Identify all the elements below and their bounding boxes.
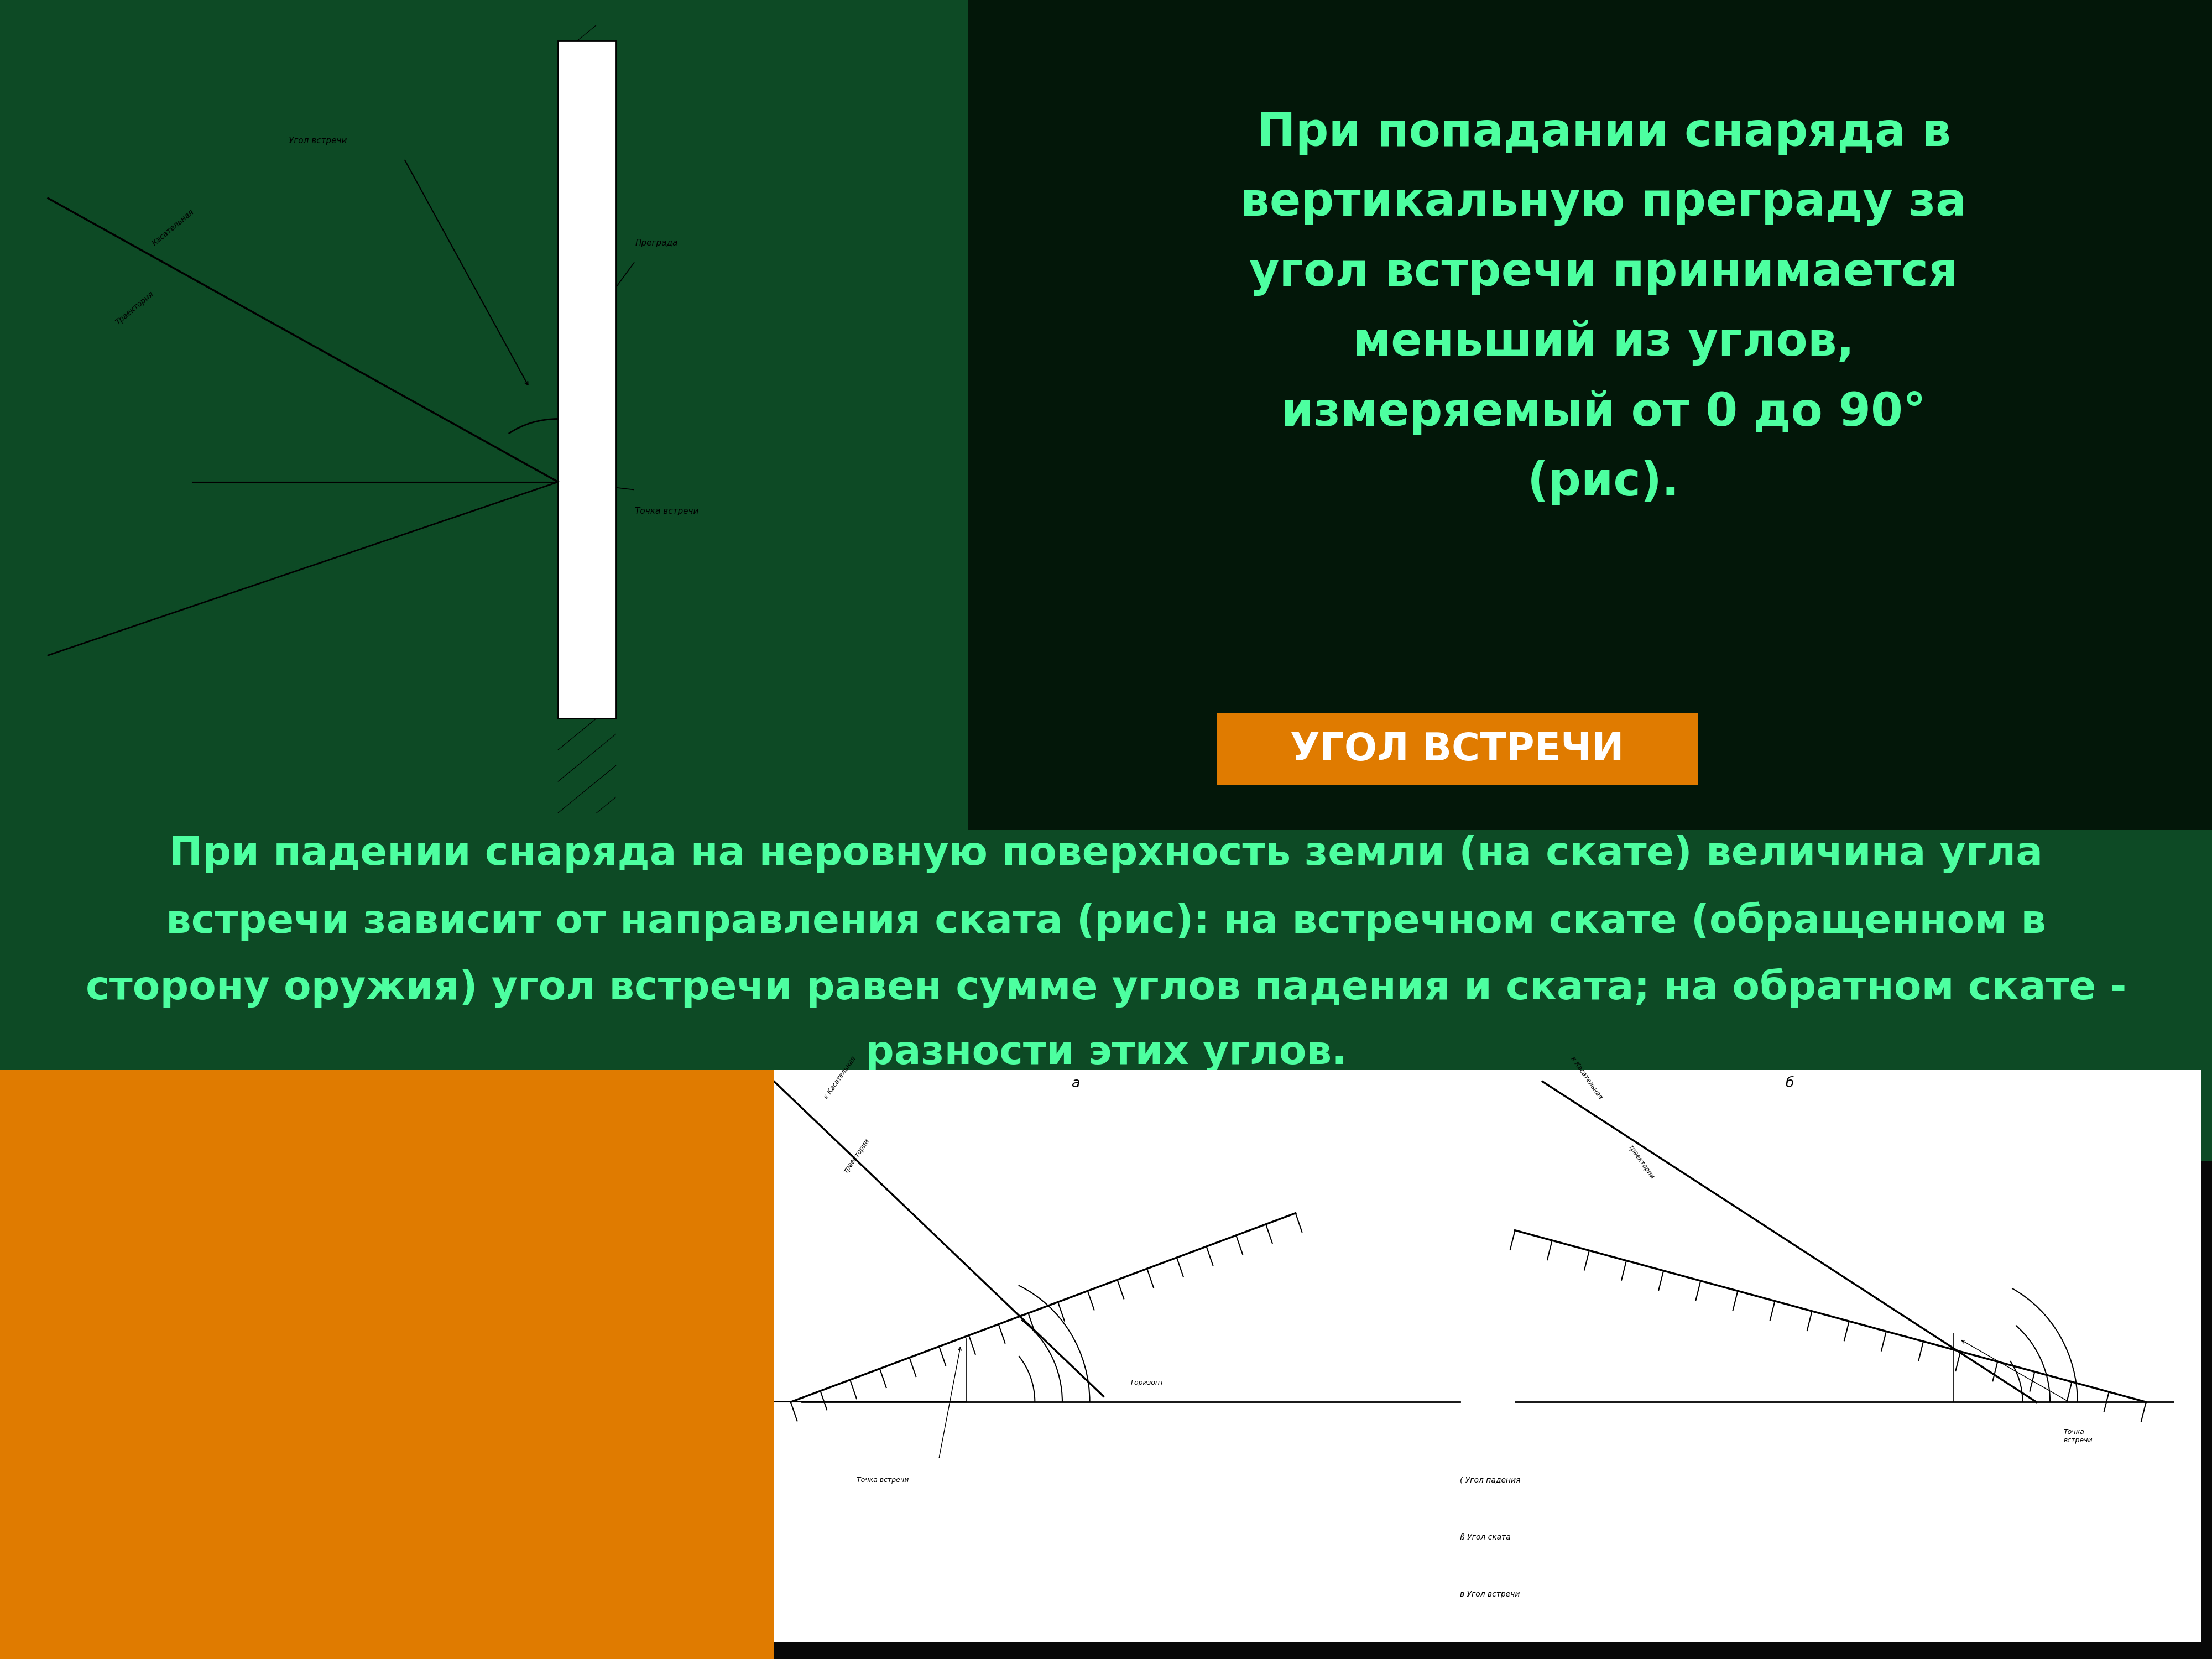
Text: Точка
встречи: Точка встречи bbox=[2064, 1428, 2093, 1443]
Text: Точка встречи: Точка встречи bbox=[856, 1477, 909, 1483]
FancyBboxPatch shape bbox=[1217, 713, 1699, 785]
Text: Касательная: Касательная bbox=[150, 207, 195, 247]
Text: ( Угол падения: ( Угол падения bbox=[1460, 1477, 1520, 1483]
Bar bbox=[557, 41, 615, 718]
Text: разности этих углов.: разности этих углов. bbox=[865, 1034, 1347, 1072]
Text: а - на встречном скате;
б - на обратном скате: а - на встречном скате; б - на обратном … bbox=[44, 1394, 540, 1486]
FancyBboxPatch shape bbox=[969, 0, 2212, 858]
Text: сторону оружия) угол встречи равен сумме углов падения и ската; на обратном скат: сторону оружия) угол встречи равен сумме… bbox=[86, 967, 2126, 1007]
Text: Угол встречи: Угол встречи bbox=[290, 136, 347, 144]
Text: траектории: траектории bbox=[843, 1138, 872, 1175]
Text: Горизонт: Горизонт bbox=[1130, 1379, 1164, 1387]
Text: траектории: траектории bbox=[1626, 1143, 1657, 1181]
FancyBboxPatch shape bbox=[0, 830, 2212, 1161]
Text: встречи зависит от направления ската (рис): на встречном скате (обращенном в: встречи зависит от направления ската (ри… bbox=[166, 901, 2046, 941]
Text: Траектория: Траектория bbox=[115, 290, 155, 325]
Text: к Касательная: к Касательная bbox=[1568, 1055, 1604, 1100]
Text: а: а bbox=[1073, 1077, 1079, 1090]
Text: УГОЛ ВСТРЕЧИ: УГОЛ ВСТРЕЧИ bbox=[1290, 730, 1624, 768]
Text: При падении снаряда на неровную поверхность земли (на скате) величина угла: При падении снаряда на неровную поверхно… bbox=[168, 834, 2044, 873]
Text: ЗАВИСИМОСТЬ УГЛА
ВСТРЕЧИ ОТ НАПРАВЛЕНИЯ
СКАТА:: ЗАВИСИМОСТЬ УГЛА ВСТРЕЧИ ОТ НАПРАВЛЕНИЯ … bbox=[44, 1145, 787, 1314]
Text: ß Угол ската: ß Угол ската bbox=[1460, 1533, 1511, 1541]
Text: к Касательная: к Касательная bbox=[823, 1055, 858, 1100]
FancyBboxPatch shape bbox=[0, 1161, 2212, 1659]
FancyBboxPatch shape bbox=[0, 0, 2212, 858]
Text: Преграда: Преграда bbox=[635, 239, 677, 247]
Text: в Угол встречи: в Угол встречи bbox=[1460, 1591, 1520, 1598]
Text: Точка встречи: Точка встречи bbox=[635, 508, 699, 514]
Text: При попадании снаряда в
вертикальную преграду за
угол встречи принимается
меньши: При попадании снаряда в вертикальную пре… bbox=[1241, 111, 1966, 504]
Text: б: б bbox=[1785, 1077, 1794, 1090]
